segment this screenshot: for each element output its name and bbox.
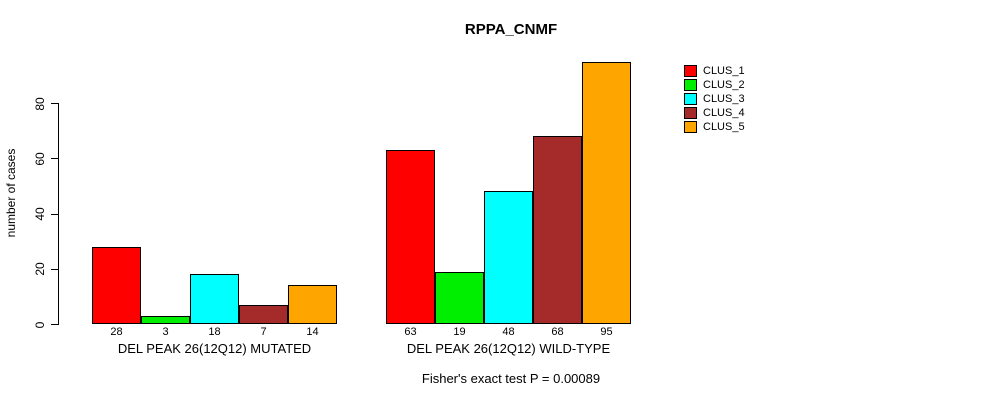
bar-value-label: 95: [600, 326, 613, 338]
footnote: Fisher's exact test P = 0.00089: [421, 371, 601, 386]
x-axis-group-label: DEL PEAK 26(12Q12) WILD-TYPE: [406, 341, 611, 356]
bar-clus_4-group2: [533, 136, 582, 324]
legend-label: CLUS_1: [703, 65, 745, 77]
y-axis-tick: [51, 158, 58, 160]
bar-clus_2-group2: [435, 271, 484, 324]
legend-entry-clus_1: CLUS_1: [684, 64, 745, 78]
y-axis-line: [58, 103, 59, 325]
bar-clus_5-group2: [582, 61, 631, 324]
y-axis-tick-label: 40: [33, 207, 47, 221]
y-axis-tick: [51, 103, 58, 104]
y-axis-tick-label: 20: [33, 262, 47, 276]
legend-entry-clus_2: CLUS_2: [684, 78, 745, 92]
bar-value-label: 63: [404, 326, 417, 338]
bar-value-label: 68: [551, 326, 564, 338]
bar-value-label: 28: [110, 326, 123, 338]
bar-clus_3-group1: [190, 274, 239, 324]
bar-clus_3-group2: [484, 191, 533, 324]
y-axis-tick-label: 60: [33, 152, 47, 166]
legend-swatch-icon: [684, 107, 697, 119]
legend-entry-clus_3: CLUS_3: [684, 92, 745, 106]
legend-label: CLUS_5: [703, 121, 745, 133]
bar-clus_5-group1: [288, 285, 337, 324]
y-axis-tick: [51, 213, 58, 215]
legend-swatch-icon: [684, 121, 697, 133]
legend-entry-clus_5: CLUS_5: [684, 120, 745, 134]
y-axis-tick-label: 80: [33, 96, 47, 111]
legend-swatch-icon: [684, 65, 697, 77]
legend-swatch-icon: [684, 93, 697, 105]
bar-value-label: 7: [260, 326, 267, 338]
bar-value-label: 3: [162, 326, 169, 338]
y-axis-tick-label: 0: [33, 321, 47, 328]
bar-value-label: 14: [306, 326, 319, 338]
bar-value-label: 18: [208, 326, 221, 338]
legend-entry-clus_4: CLUS_4: [684, 106, 745, 120]
bar-clus_2-group1: [141, 315, 190, 324]
chart-title: RPPA_CNMF: [464, 21, 558, 38]
legend-label: CLUS_3: [703, 93, 745, 105]
legend-label: CLUS_4: [703, 107, 745, 119]
bar-clus_1-group2: [386, 149, 435, 324]
x-axis-group-label: DEL PEAK 26(12Q12) MUTATED: [117, 341, 312, 356]
legend-label: CLUS_2: [703, 79, 745, 91]
bar-clus_1-group1: [92, 246, 141, 324]
bar-value-label: 19: [453, 326, 466, 338]
y-axis-tick: [51, 268, 58, 270]
y-axis-tick: [51, 324, 58, 325]
legend-swatch-icon: [684, 79, 697, 91]
bar-value-label: 48: [502, 326, 515, 338]
legend: CLUS_1 CLUS_2 CLUS_3 CLUS_4 CLUS_5: [684, 64, 745, 134]
bar-clus_4-group1: [239, 304, 288, 324]
y-axis-label: number of cases: [4, 148, 18, 238]
